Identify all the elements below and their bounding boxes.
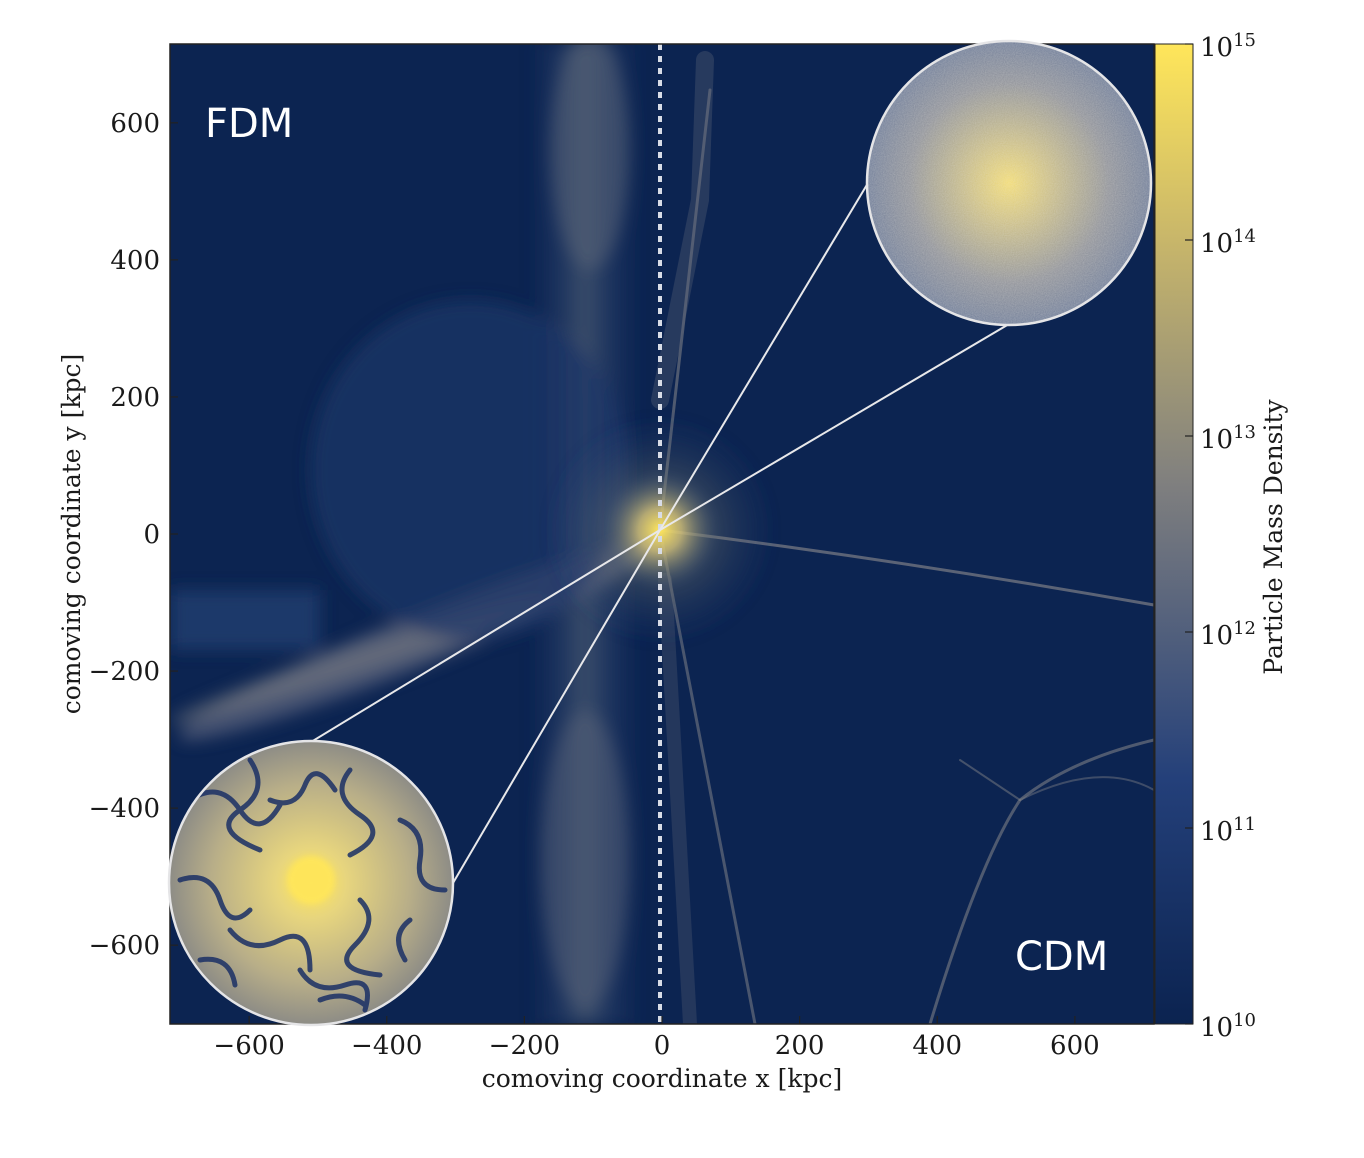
colorbar-tick-label: 1014 [1200,226,1256,259]
y-tick-label: 600 [110,109,160,139]
colorbar-tick-label: 1012 [1200,618,1256,651]
colorbar: 1015 1014 1013 1012 1011 1010 Particle Mass D… [1154,30,1288,1043]
x-tick-label: −600 [213,1031,284,1061]
y-tick-label: −600 [89,931,160,961]
cdm-inset [865,39,1153,327]
y-tick-label: 200 [110,383,160,413]
y-tick-label: −200 [89,657,160,687]
colorbar-gradient [1154,43,1194,1025]
y-tick-label: 0 [143,520,160,550]
fdm-zoom-line-lower [452,529,661,884]
x-tick-label: 200 [775,1031,825,1061]
x-axis-ticks: −600 −400 −200 0 200 400 600 [213,1016,1100,1061]
x-tick-label: 600 [1050,1031,1100,1061]
fdm-zoom-line-upper [310,529,661,743]
colorbar-ticks: 1015 1014 1013 1012 1011 1010 [1185,30,1256,1043]
y-axis-ticks: 600 400 200 0 −200 −400 −600 [89,109,178,961]
x-tick-label: 0 [654,1031,671,1061]
y-tick-label: 400 [110,246,160,276]
cdm-panel-label: CDM [1015,934,1108,980]
x-axis-label: comoving coordinate x [kpc] [482,1064,843,1093]
y-axis-label: comoving coordinate y [kpc] [57,354,86,715]
colorbar-tick-label: 1011 [1200,814,1256,847]
colorbar-tick-label: 1015 [1200,30,1256,63]
colorbar-tick-label: 1010 [1200,1010,1256,1043]
y-tick-label: −400 [89,794,160,824]
x-tick-label: −200 [489,1031,560,1061]
fdm-inset [167,739,455,1027]
fdm-panel-label: FDM [205,101,293,147]
cdm-zoom-line-upper [659,182,869,531]
cdm-zoom-line-lower [659,323,1010,531]
colorbar-tick-label: 1013 [1200,422,1256,455]
colorbar-label: Particle Mass Density [1259,398,1288,674]
x-tick-label: −400 [351,1031,422,1061]
x-tick-label: 400 [912,1031,962,1061]
